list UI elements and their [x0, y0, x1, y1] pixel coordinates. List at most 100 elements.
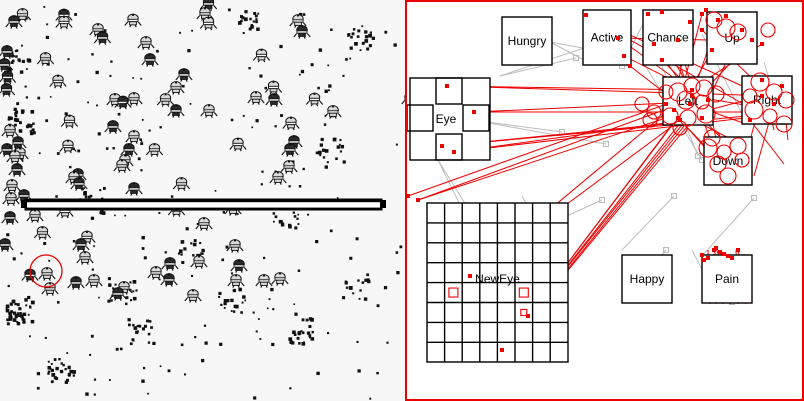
- creature[interactable]: [3, 179, 21, 193]
- selected-creature-highlight[interactable]: [29, 254, 63, 288]
- creature[interactable]: [89, 23, 107, 37]
- creature[interactable]: [125, 182, 143, 196]
- creature[interactable]: [156, 93, 175, 107]
- creature[interactable]: [0, 238, 14, 252]
- creature[interactable]: [200, 104, 218, 118]
- network-node-neweye[interactable]: NewEye: [426, 202, 569, 363]
- creature[interactable]: [124, 13, 142, 28]
- eye-cell-1[interactable]: [407, 104, 434, 132]
- creature[interactable]: [175, 68, 193, 82]
- creature[interactable]: [281, 143, 299, 157]
- creature[interactable]: [125, 92, 143, 106]
- creature[interactable]: [36, 52, 55, 66]
- creature[interactable]: [282, 116, 300, 131]
- eye-cell-3[interactable]: [435, 133, 463, 161]
- creature[interactable]: [226, 239, 244, 253]
- creature[interactable]: [67, 276, 85, 290]
- creature[interactable]: [401, 92, 405, 105]
- creature[interactable]: [160, 273, 178, 287]
- creature[interactable]: [33, 226, 52, 240]
- creature[interactable]: [109, 287, 127, 301]
- creature[interactable]: [255, 274, 273, 288]
- creature[interactable]: [184, 289, 202, 303]
- world-canvas[interactable]: [0, 0, 405, 401]
- node-box-down[interactable]: [703, 136, 753, 186]
- eye-cell-0[interactable]: [435, 77, 463, 105]
- neweye-active-cell[interactable]: [448, 287, 459, 298]
- creature[interactable]: [26, 209, 44, 223]
- creature[interactable]: [15, 189, 33, 203]
- creature[interactable]: [137, 36, 155, 50]
- creature[interactable]: [104, 120, 122, 134]
- creature[interactable]: [167, 81, 185, 95]
- creature[interactable]: [227, 274, 245, 288]
- creature[interactable]: [252, 48, 271, 63]
- creature[interactable]: [271, 272, 289, 286]
- node-box-left[interactable]: [662, 76, 714, 126]
- creature[interactable]: [145, 143, 164, 157]
- network-node-pain[interactable]: Pain: [701, 254, 753, 304]
- network-node-right[interactable]: Right: [741, 75, 793, 125]
- neural-network-panel[interactable]: Hungry Active Chance Up Eye Left Right Down NewE…: [405, 0, 804, 401]
- creature[interactable]: [120, 143, 138, 157]
- creature[interactable]: [76, 251, 94, 265]
- creature[interactable]: [161, 257, 179, 271]
- creature[interactable]: [195, 217, 213, 231]
- creature[interactable]: [293, 25, 311, 39]
- creature[interactable]: [2, 192, 20, 206]
- node-box-happy[interactable]: [621, 254, 673, 304]
- creature[interactable]: [70, 177, 88, 191]
- creature[interactable]: [0, 83, 16, 97]
- creature[interactable]: [0, 70, 17, 85]
- node-box-chance[interactable]: [642, 9, 694, 66]
- creature[interactable]: [6, 150, 24, 164]
- neweye-active-cell[interactable]: [518, 287, 529, 298]
- creature[interactable]: [280, 160, 298, 174]
- creature[interactable]: [305, 92, 324, 107]
- creature[interactable]: [93, 31, 112, 45]
- creature[interactable]: [190, 255, 208, 269]
- creature[interactable]: [0, 45, 16, 59]
- network-node-chance[interactable]: Chance: [642, 9, 694, 66]
- creature[interactable]: [72, 238, 90, 252]
- creature-layer[interactable]: [0, 0, 405, 303]
- creature[interactable]: [1, 124, 19, 138]
- node-box-hungry[interactable]: [501, 16, 553, 66]
- creature[interactable]: [247, 91, 265, 105]
- creature[interactable]: [85, 274, 103, 288]
- creature[interactable]: [172, 177, 191, 191]
- eye-cell-2[interactable]: [462, 104, 490, 132]
- network-node-left[interactable]: Left: [662, 76, 714, 126]
- neweye-active-cell[interactable]: [520, 308, 528, 317]
- creature[interactable]: [125, 130, 143, 144]
- creature[interactable]: [229, 137, 247, 152]
- network-node-happy[interactable]: Happy: [621, 254, 673, 304]
- network-node-eye[interactable]: Eye: [407, 77, 491, 161]
- creature[interactable]: [78, 230, 96, 245]
- creature[interactable]: [60, 114, 79, 129]
- creature[interactable]: [324, 105, 342, 119]
- creature[interactable]: [196, 7, 214, 21]
- creature[interactable]: [289, 14, 307, 28]
- creature[interactable]: [0, 143, 16, 157]
- creature[interactable]: [5, 15, 23, 29]
- creature[interactable]: [9, 136, 27, 150]
- creature[interactable]: [199, 16, 218, 31]
- creature[interactable]: [264, 80, 283, 95]
- network-node-hungry[interactable]: Hungry: [501, 16, 553, 66]
- node-box-pain[interactable]: [701, 254, 753, 304]
- creature[interactable]: [113, 159, 131, 173]
- creature[interactable]: [8, 163, 26, 177]
- creature[interactable]: [38, 267, 56, 281]
- creature[interactable]: [0, 58, 14, 72]
- creature[interactable]: [167, 104, 185, 118]
- creature[interactable]: [147, 266, 165, 280]
- creature[interactable]: [230, 259, 248, 273]
- creature[interactable]: [55, 15, 73, 30]
- creature[interactable]: [1, 211, 19, 225]
- creature[interactable]: [49, 74, 67, 89]
- creature[interactable]: [59, 139, 77, 154]
- network-node-down[interactable]: Down: [703, 136, 753, 186]
- creature[interactable]: [141, 53, 159, 67]
